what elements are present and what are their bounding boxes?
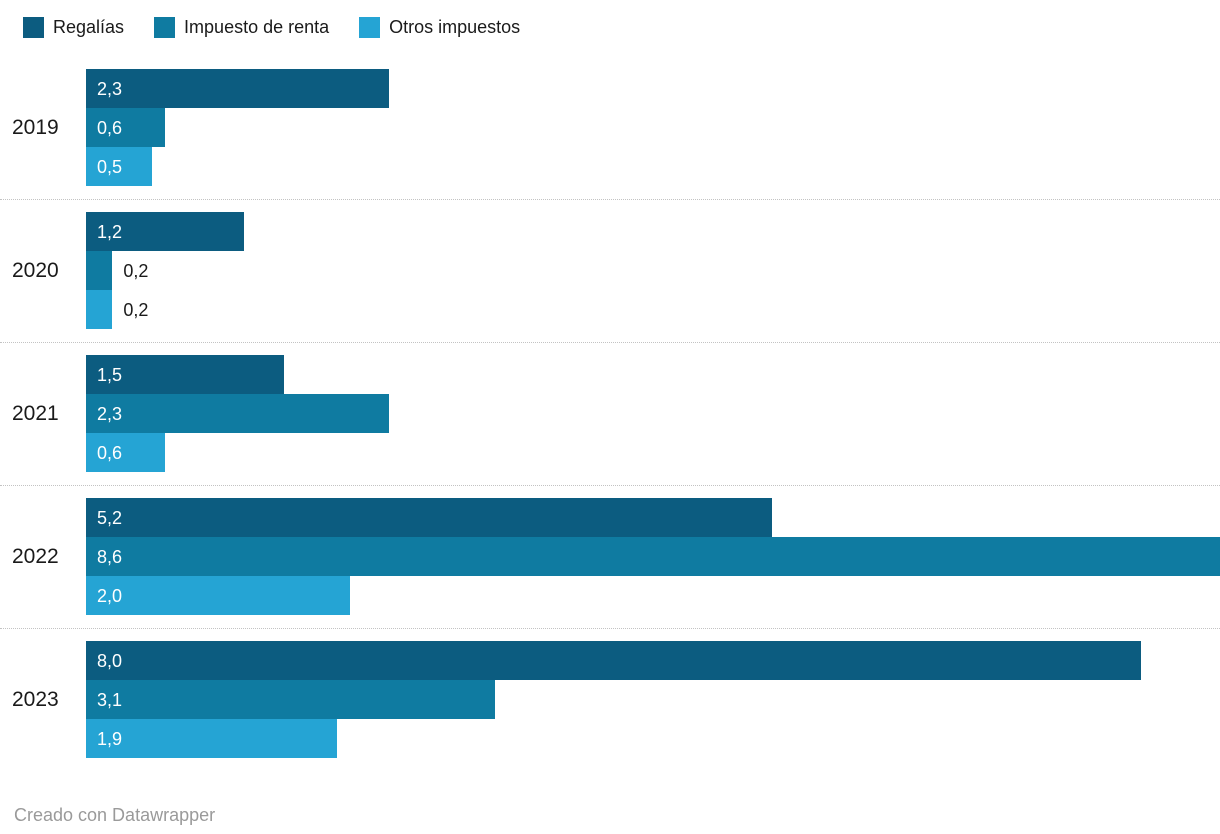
value-label: 5,2 (97, 507, 123, 528)
year-label: 2021 (12, 401, 59, 425)
bar-regalías: 1,2 (86, 212, 245, 251)
year-group: 2021 1,5 2,3 0,6 (0, 342, 1220, 485)
legend-item: Impuesto de renta (154, 16, 330, 38)
bar-row: 2,3 (86, 69, 1220, 108)
legend-label: Impuesto de renta (184, 17, 330, 37)
bar-otros-impuestos: 0,5 (86, 147, 152, 186)
year-label: 2019 (12, 115, 59, 139)
bar-otros-impuestos: 1,9 (86, 719, 337, 758)
bar-row: 1,5 (86, 355, 1220, 394)
legend-swatch-icon (359, 16, 381, 38)
bar-row: 0,2 (86, 251, 1220, 290)
year-label: 2020 (12, 258, 59, 282)
bar-otros-impuestos (86, 290, 113, 329)
bar-row: 0,2 (86, 290, 1220, 329)
value-label: 2,0 (97, 585, 123, 606)
legend-label: Regalías (53, 17, 125, 37)
year-group: 2022 5,2 8,6 2,0 (0, 485, 1220, 628)
bar-row: 1,9 (86, 719, 1220, 758)
bars-area: 1,5 2,3 0,6 (86, 355, 1220, 472)
year-group: 2023 8,0 3,1 1,9 (0, 628, 1220, 771)
bars-area: 5,2 8,6 2,0 (86, 498, 1220, 615)
bar-regalías: 8,0 (86, 641, 1141, 680)
value-label: 0,6 (97, 117, 123, 138)
year-group: 2019 2,3 0,6 0,5 (0, 57, 1220, 199)
bar-impuesto-de-renta (86, 251, 113, 290)
value-label: 1,5 (97, 364, 123, 385)
bar-impuesto-de-renta: 8,6 (86, 537, 1220, 576)
bar-row: 8,6 (86, 537, 1220, 576)
legend-label: Otros impuestos (389, 17, 521, 37)
value-label: 0,5 (97, 156, 123, 177)
legend-swatch-icon (154, 16, 176, 38)
bars-area: 2,3 0,6 0,5 (86, 69, 1220, 186)
bar-regalías: 1,5 (86, 355, 284, 394)
bar-chart: 2019 2,3 0,6 0,5 2020 1,2 0,2 0,2 2021 1,5 2,3 0,6 2… (0, 57, 1220, 771)
year-label: 2022 (12, 544, 59, 568)
value-label: 2,3 (97, 403, 123, 424)
legend-swatch-icon (23, 16, 44, 38)
legend: Regalías Impuesto de renta Otros impuestos (0, 0, 1220, 40)
bar-regalías: 2,3 (86, 69, 390, 108)
year-group: 2020 1,2 0,2 0,2 (0, 199, 1220, 342)
bar-otros-impuestos: 0,6 (86, 433, 166, 472)
bar-row: 0,5 (86, 147, 1220, 186)
bar-row: 2,0 (86, 576, 1220, 615)
bars-area: 8,0 3,1 1,9 (86, 641, 1220, 758)
year-label: 2023 (12, 687, 59, 711)
legend-item: Otros impuestos (359, 16, 521, 38)
value-label: 0,2 (123, 299, 149, 320)
bar-row: 0,6 (86, 108, 1220, 147)
bar-row: 8,0 (86, 641, 1220, 680)
footer: Creado con Datawrapper (0, 805, 1220, 826)
bar-otros-impuestos: 2,0 (86, 576, 350, 615)
value-label: 1,9 (97, 728, 123, 749)
bar-row: 2,3 (86, 394, 1220, 433)
bar-regalías: 5,2 (86, 498, 772, 537)
bar-impuesto-de-renta: 2,3 (86, 394, 390, 433)
value-label: 8,0 (97, 650, 123, 671)
value-label: 1,2 (97, 221, 123, 242)
value-label: 8,6 (97, 546, 123, 567)
bar-row: 0,6 (86, 433, 1220, 472)
value-label: 3,1 (97, 689, 123, 710)
value-label: 0,2 (123, 260, 149, 281)
bar-row: 1,2 (86, 212, 1220, 251)
bars-area: 1,2 0,2 0,2 (86, 212, 1220, 329)
bar-impuesto-de-renta: 0,6 (86, 108, 166, 147)
datawrapper-credit-link[interactable]: Creado con Datawrapper (14, 805, 216, 825)
bar-row: 3,1 (86, 680, 1220, 719)
value-label: 2,3 (97, 78, 123, 99)
value-label: 0,6 (97, 442, 123, 463)
legend-item: Regalías (23, 16, 125, 38)
bar-impuesto-de-renta: 3,1 (86, 680, 495, 719)
bar-row: 5,2 (86, 498, 1220, 537)
